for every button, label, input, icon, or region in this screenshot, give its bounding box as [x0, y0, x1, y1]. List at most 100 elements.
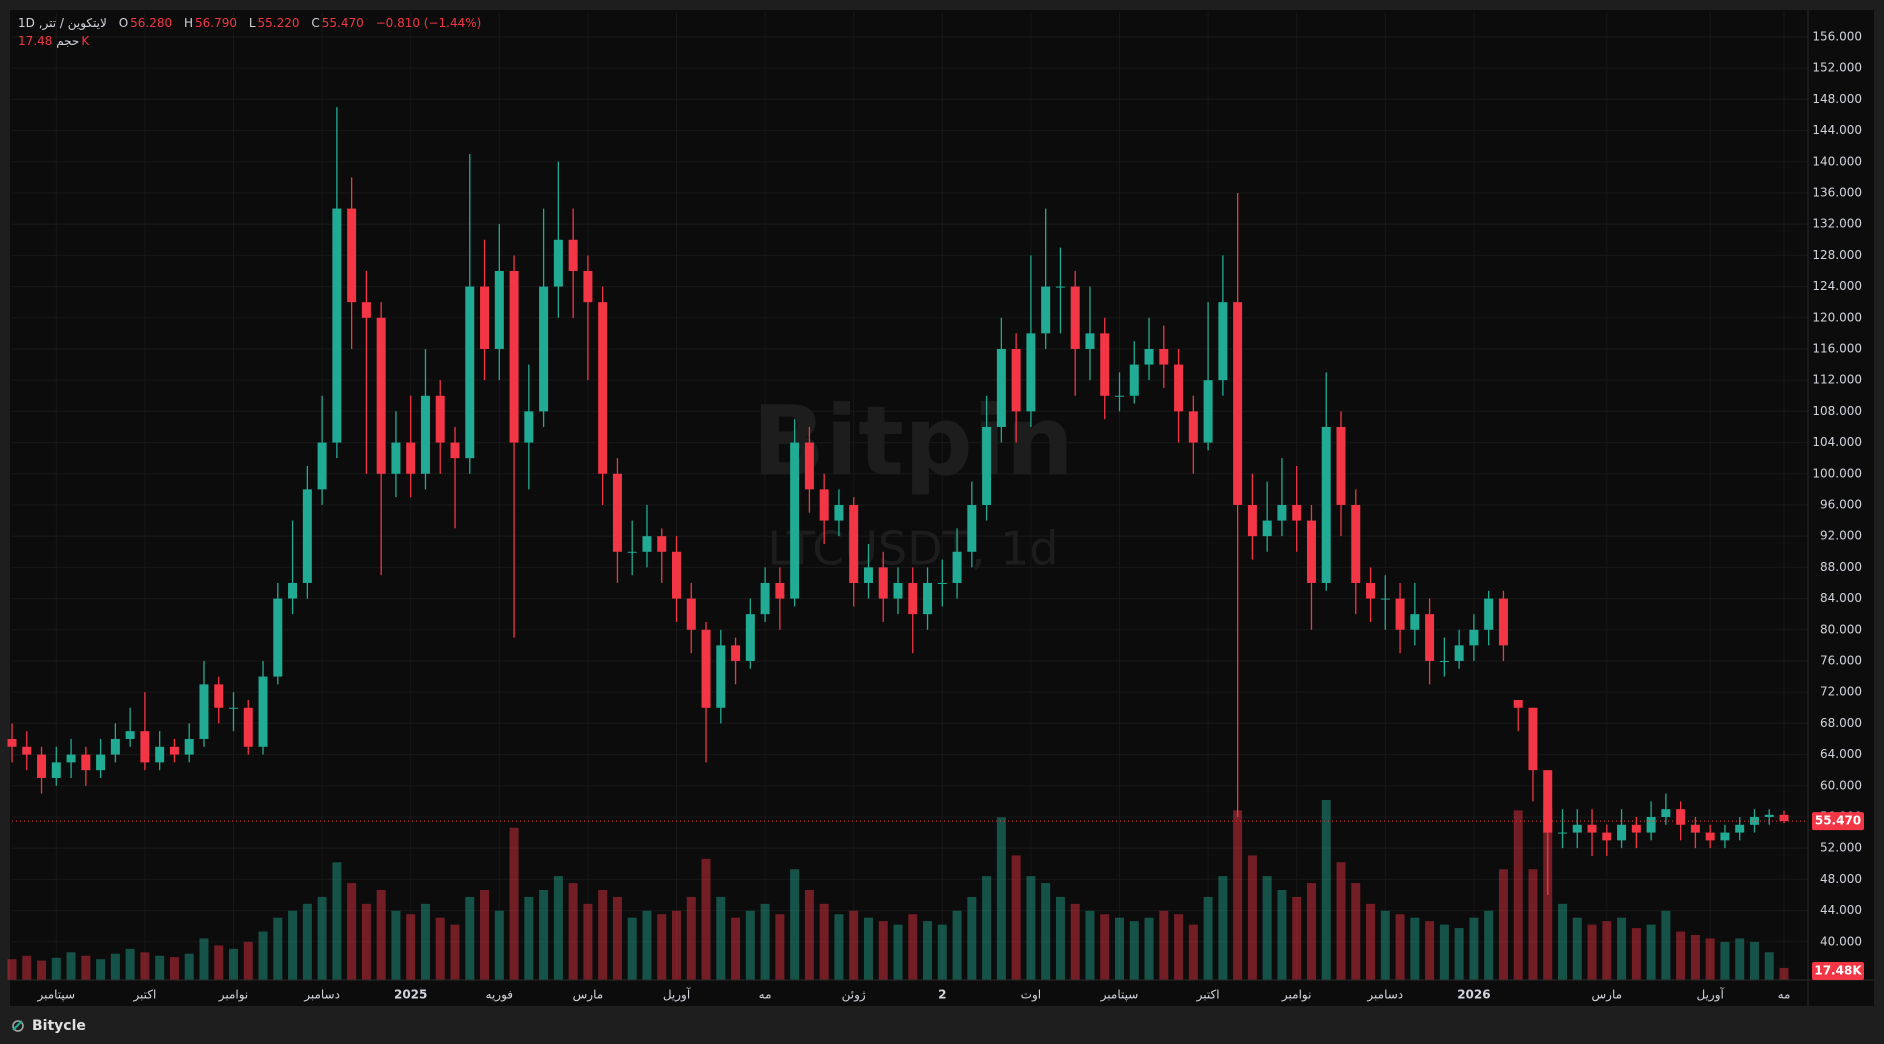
volume-bar — [51, 957, 61, 980]
volume-bar — [893, 924, 903, 980]
candle-body — [494, 270, 504, 349]
candle-body — [701, 629, 711, 708]
candle-body — [258, 676, 268, 747]
candle-body — [420, 395, 430, 474]
candle-body — [583, 270, 593, 303]
legend-value: 55.220 — [257, 16, 300, 30]
volume-bar — [1439, 924, 1449, 980]
candle-body — [1484, 598, 1494, 630]
x-tick-label: نوامبر — [218, 988, 249, 1003]
volume-bar — [1159, 910, 1169, 980]
candle-body — [1454, 645, 1464, 661]
candle-body — [1587, 824, 1597, 833]
volume-bar — [539, 890, 549, 980]
candle-body — [716, 645, 726, 708]
volume-bar — [66, 952, 76, 980]
candle-body — [1395, 598, 1405, 630]
candle-body — [110, 738, 120, 755]
volume-bar — [1085, 910, 1095, 980]
volume-bar — [1041, 883, 1051, 980]
volume-bar — [1011, 855, 1021, 980]
logo-stroke — [12, 1020, 23, 1031]
volume-bar — [627, 917, 637, 980]
volume-bar — [996, 817, 1006, 980]
candle-body — [952, 551, 962, 583]
legend-key: C — [311, 16, 320, 30]
volume-bar — [1174, 914, 1184, 980]
volume-bar — [1735, 938, 1745, 980]
candle-body — [332, 208, 342, 443]
volume-bar — [967, 896, 977, 980]
volume-bar — [110, 953, 120, 980]
watermark: Bitpin — [752, 385, 1074, 497]
volume-bar — [199, 938, 209, 980]
candle-body — [347, 208, 357, 303]
volume-bar — [1602, 921, 1612, 980]
candle-body — [804, 442, 814, 490]
footer-brand: Bitycle — [32, 1018, 86, 1034]
price-tag-bg — [1812, 812, 1864, 831]
candle-body — [996, 348, 1006, 427]
volume-bar — [450, 924, 460, 980]
candle-body — [214, 684, 224, 708]
candle-body — [1749, 816, 1759, 825]
footer-logo — [12, 1020, 24, 1032]
y-tick-label: 72.000 — [1820, 685, 1862, 699]
volume-bar — [1720, 941, 1730, 980]
x-tick-label: 2 — [938, 988, 946, 1002]
volume-bar — [1631, 928, 1641, 980]
volume-bar — [1498, 869, 1508, 980]
x-tick-label: 2025 — [394, 988, 427, 1002]
candle-body — [169, 746, 179, 755]
x-tick-label: فوریه — [486, 988, 514, 1003]
volume-bar — [583, 903, 593, 980]
candle-body — [1144, 348, 1154, 365]
y-tick-label: 60.000 — [1820, 778, 1862, 792]
volume-bar — [332, 862, 342, 980]
candle-body — [509, 270, 519, 443]
volume-bar — [1558, 903, 1567, 980]
candle-body — [1617, 824, 1627, 841]
candle-body — [923, 582, 933, 615]
y-tick-label: 68.000 — [1820, 716, 1862, 730]
candle-body — [465, 286, 475, 459]
volume-bar — [568, 883, 578, 980]
volume-bar — [391, 910, 401, 980]
candle-body — [140, 731, 150, 763]
candle-body — [199, 684, 209, 739]
candle-body — [1203, 380, 1213, 443]
candle-body — [760, 582, 770, 615]
volume-bar — [657, 914, 667, 980]
candle-body — [1188, 411, 1198, 443]
volume-bar — [1306, 883, 1316, 980]
volume-bar — [406, 914, 416, 980]
candle-body — [1174, 364, 1184, 412]
candle-body — [406, 442, 416, 474]
volume-bar — [952, 910, 962, 980]
watermark-sub: LTCUSDT, 1d — [768, 522, 1059, 576]
volume-bar — [863, 917, 873, 980]
volume-bar — [243, 941, 253, 980]
volume-bar — [1115, 917, 1124, 980]
legend-key: H — [183, 16, 194, 30]
volume-bar — [672, 910, 681, 980]
legend-value: 56.280 — [130, 16, 173, 30]
volume-bar — [804, 890, 814, 980]
volume-bar — [701, 858, 711, 980]
y-tick-label: 84.000 — [1820, 591, 1862, 605]
candle-body — [1366, 582, 1376, 599]
volume-bar — [480, 890, 490, 980]
candle-body — [1115, 395, 1124, 397]
candle-body — [1661, 809, 1671, 817]
volume-bar — [731, 917, 741, 980]
volume-bar — [937, 924, 947, 980]
legend-value: 55.470 — [321, 16, 364, 30]
volume-bar — [745, 910, 755, 980]
volume-bar — [1247, 855, 1257, 980]
candle-body — [967, 504, 977, 552]
candle-body — [1646, 816, 1656, 833]
volume-bar — [1749, 941, 1759, 980]
volume-bar — [214, 945, 224, 980]
candle-body — [1631, 824, 1641, 833]
candle-body — [937, 582, 947, 584]
